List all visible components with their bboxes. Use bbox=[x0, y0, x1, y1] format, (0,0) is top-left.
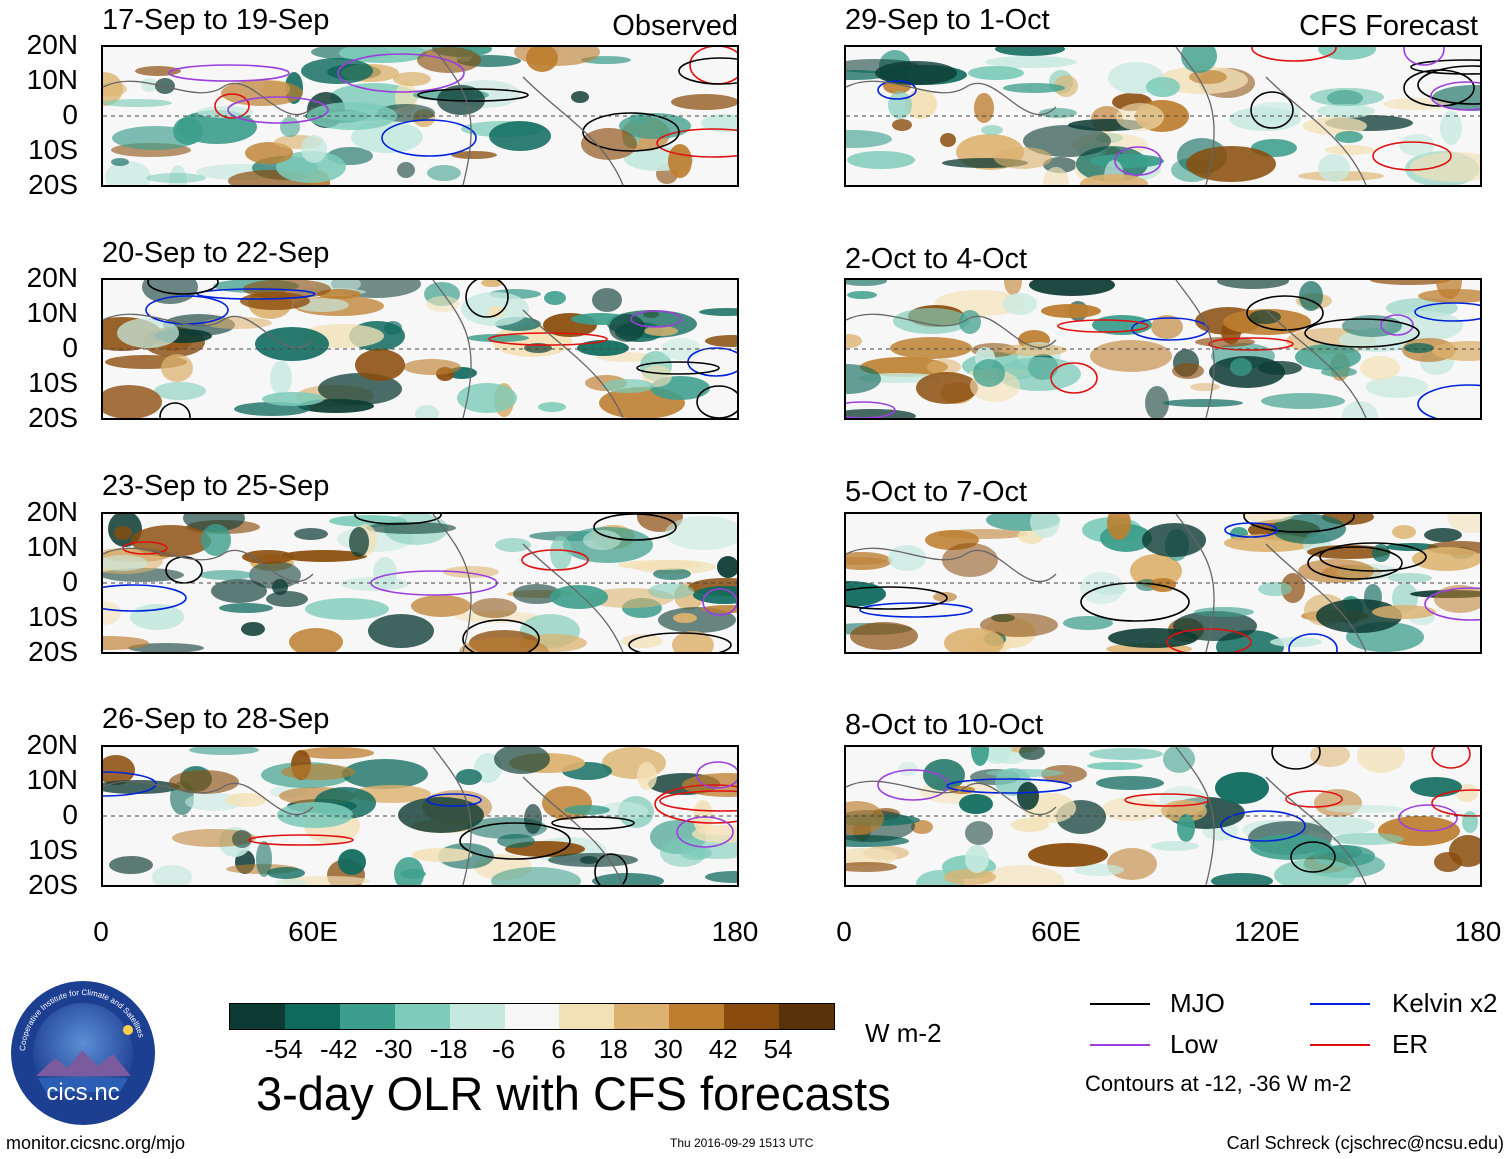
colorbar-tick-label: 18 bbox=[598, 1034, 628, 1064]
panel-title-right-4: 8-Oct to 10-Oct bbox=[845, 709, 1044, 741]
colorbar-units: W m-2 bbox=[865, 1018, 942, 1048]
map-panel-left-3 bbox=[101, 512, 739, 654]
colorbar-swatch bbox=[779, 1004, 834, 1029]
svg-text:cics.nc: cics.nc bbox=[46, 1079, 119, 1106]
lat-label: 20N bbox=[26, 29, 78, 60]
lat-label: 20S bbox=[28, 402, 78, 433]
colorbar-tick-label: -42 bbox=[320, 1034, 358, 1064]
lat-label: 0 bbox=[62, 332, 78, 363]
legend-label-low: Low bbox=[1170, 1029, 1218, 1059]
lat-label: 20S bbox=[28, 169, 78, 200]
panel-title-left-2: 20-Sep to 22-Sep bbox=[102, 237, 330, 269]
colorbar-swatch bbox=[614, 1004, 670, 1029]
lon-label-left-60e: 60E bbox=[288, 916, 338, 947]
panel-title-left-4: 26-Sep to 28-Sep bbox=[102, 703, 330, 735]
lat-label: 0 bbox=[62, 566, 78, 597]
lat-label: 10N bbox=[26, 764, 78, 795]
colorbar-swatch bbox=[394, 1004, 450, 1029]
panel-title-right-1: 29-Sep to 1-Oct bbox=[845, 4, 1050, 36]
olr-map bbox=[846, 514, 1480, 652]
colorbar-tick-label: -30 bbox=[374, 1034, 413, 1064]
colorbar-swatch bbox=[669, 1004, 725, 1029]
legend-line-kelvin bbox=[1310, 1003, 1370, 1005]
lat-label: 20S bbox=[28, 869, 78, 900]
olr-map bbox=[103, 514, 737, 652]
colorbar-swatch bbox=[284, 1004, 340, 1029]
lon-label-right-180: 180 bbox=[1454, 916, 1502, 947]
lat-label: 10N bbox=[26, 297, 78, 328]
olr-map bbox=[103, 747, 737, 885]
lat-label: 0 bbox=[62, 799, 78, 830]
legend-label-kelvin: Kelvin x2 bbox=[1392, 988, 1498, 1018]
panel-title-left-3: 23-Sep to 25-Sep bbox=[102, 470, 330, 502]
colorbar-tick-label: -18 bbox=[429, 1034, 468, 1064]
olr-map bbox=[846, 47, 1480, 185]
map-panel-left-1 bbox=[101, 45, 739, 187]
lat-label: 20N bbox=[26, 262, 78, 293]
lon-label-right-120e: 120E bbox=[1234, 916, 1300, 947]
lon-label-left-0: 0 bbox=[93, 916, 109, 947]
lon-label-right-0: 0 bbox=[836, 916, 852, 947]
footer-url[interactable]: monitor.cicsnc.org/mjo bbox=[6, 1133, 186, 1153]
lon-label-left-180: 180 bbox=[711, 916, 759, 947]
colorbar-tick-label: -6 bbox=[491, 1034, 516, 1064]
olr-map bbox=[103, 47, 737, 185]
lat-label: 10S bbox=[28, 134, 78, 165]
colorbar-swatch bbox=[724, 1004, 780, 1029]
olr-map bbox=[846, 280, 1480, 418]
main-title: 3-day OLR with CFS forecasts bbox=[256, 1067, 891, 1120]
map-panel-right-1 bbox=[844, 45, 1482, 187]
legend-label-er: ER bbox=[1392, 1029, 1429, 1059]
lon-label-right-60e: 60E bbox=[1031, 916, 1081, 947]
map-panel-right-4 bbox=[844, 745, 1482, 887]
lat-label: 10N bbox=[26, 64, 78, 95]
legend-line-mjo bbox=[1090, 1003, 1150, 1005]
colorbar-tick-label: 6 bbox=[551, 1034, 566, 1064]
contour-note: Contours at -12, -36 W m-2 bbox=[1085, 1071, 1352, 1096]
lat-label: 10N bbox=[26, 531, 78, 562]
cfs-forecast-tag: CFS Forecast bbox=[1299, 10, 1478, 42]
footer-credit: Carl Schreck (cjschrec@ncsu.edu) bbox=[1226, 1133, 1504, 1153]
map-panel-left-2 bbox=[101, 278, 739, 420]
map-panel-right-3 bbox=[844, 512, 1482, 654]
lat-label: 20N bbox=[26, 496, 78, 527]
colorbar-swatch bbox=[230, 1004, 285, 1029]
footer-timestamp: Thu 2016-09-29 1513 UTC bbox=[670, 1136, 814, 1150]
olr-map bbox=[103, 280, 737, 418]
colorbar-tick-label: 42 bbox=[708, 1034, 738, 1064]
colorbar-swatch bbox=[339, 1004, 395, 1029]
legend-line-low bbox=[1090, 1044, 1150, 1046]
panel-title-right-3: 5-Oct to 7-Oct bbox=[845, 476, 1028, 508]
observed-tag: Observed bbox=[612, 10, 738, 42]
legend-label-mjo: MJO bbox=[1170, 988, 1225, 1018]
lat-label: 10S bbox=[28, 834, 78, 865]
lon-label-left-120e: 120E bbox=[491, 916, 557, 947]
colorbar-tick-label: 30 bbox=[653, 1034, 683, 1064]
colorbar-swatch bbox=[559, 1004, 615, 1029]
colorbar-swatch bbox=[449, 1004, 505, 1029]
map-panel-right-2 bbox=[844, 278, 1482, 420]
lat-label: 20N bbox=[26, 729, 78, 760]
panel-title-left-1: 17-Sep to 19-Sep bbox=[102, 4, 330, 36]
colorbar bbox=[229, 1003, 835, 1030]
legend-line-er bbox=[1310, 1044, 1370, 1046]
lat-label: 0 bbox=[62, 99, 78, 130]
colorbar-tick-label: 54 bbox=[763, 1034, 793, 1064]
colorbar-swatch bbox=[504, 1004, 560, 1029]
olr-map bbox=[846, 747, 1480, 885]
cicsnc-logo: Cooperative Institute for Climate and Sa… bbox=[11, 981, 155, 1125]
lat-label: 10S bbox=[28, 601, 78, 632]
lat-label: 10S bbox=[28, 367, 78, 398]
map-panel-left-4 bbox=[101, 745, 739, 887]
colorbar-tick-label: -54 bbox=[265, 1034, 303, 1064]
panel-title-right-2: 2-Oct to 4-Oct bbox=[845, 243, 1028, 275]
lat-label: 20S bbox=[28, 636, 78, 667]
